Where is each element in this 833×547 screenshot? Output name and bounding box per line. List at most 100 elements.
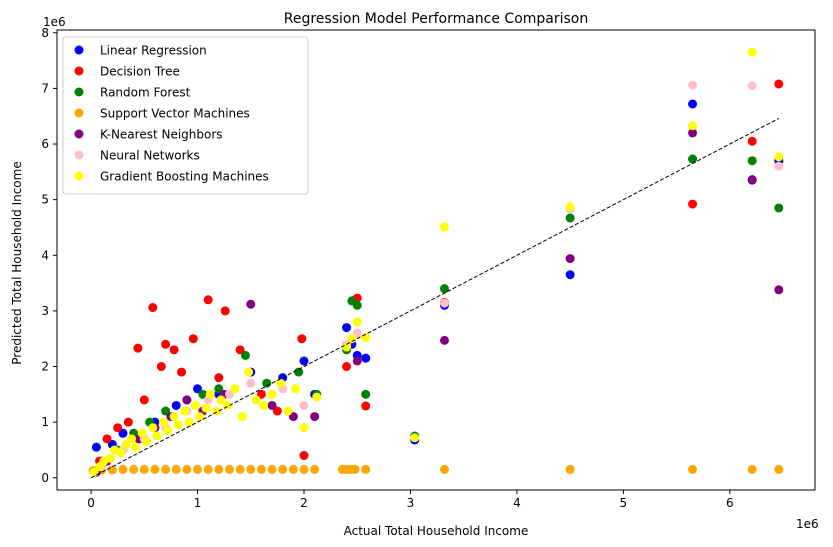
data-point: [774, 285, 784, 295]
data-point: [220, 306, 230, 316]
data-point: [171, 400, 181, 410]
data-point: [290, 384, 300, 394]
data-point: [205, 389, 215, 399]
reference-line: [90, 117, 780, 479]
data-point: [352, 317, 362, 327]
legend-label: Neural Networks: [100, 149, 200, 163]
data-point: [272, 406, 282, 416]
data-point: [299, 464, 309, 474]
data-point: [297, 334, 307, 344]
data-point: [256, 464, 266, 474]
data-point: [150, 464, 160, 474]
data-point: [129, 464, 139, 474]
data-point: [137, 428, 147, 438]
data-point: [747, 464, 757, 474]
data-point: [214, 384, 224, 394]
y-offset-label: 1e6: [43, 15, 66, 29]
data-point: [688, 199, 698, 209]
data-point: [565, 202, 575, 212]
data-point: [774, 152, 784, 162]
data-point: [688, 128, 698, 138]
legend-label: Linear Regression: [100, 44, 207, 58]
data-point: [774, 464, 784, 474]
data-point: [177, 367, 187, 377]
y-tick-label: 8: [41, 26, 49, 40]
data-point: [235, 345, 245, 355]
data-point: [342, 323, 352, 333]
data-point: [440, 284, 450, 294]
data-point: [440, 222, 450, 232]
data-point: [203, 295, 213, 305]
data-point: [156, 362, 166, 372]
data-point: [198, 389, 208, 399]
x-tick-label: 2: [300, 496, 308, 510]
data-point: [283, 406, 293, 416]
y-tick-label: 4: [41, 248, 49, 262]
data-point: [361, 464, 371, 474]
data-point: [747, 156, 757, 166]
data-point: [276, 378, 286, 388]
data-point: [256, 389, 266, 399]
data-point: [244, 367, 254, 377]
data-point: [246, 378, 256, 388]
legend-label: Support Vector Machines: [100, 107, 250, 121]
data-point: [237, 412, 247, 422]
data-points: [88, 47, 784, 477]
y-axis-label: Predicted Total Household Income: [10, 161, 24, 364]
data-point: [161, 464, 171, 474]
data-point: [361, 401, 371, 411]
data-point: [259, 400, 269, 410]
data-point: [688, 464, 698, 474]
data-point: [361, 353, 371, 363]
data-point: [688, 99, 698, 109]
x-tick-label: 6: [726, 496, 734, 510]
data-point: [565, 270, 575, 280]
data-point: [127, 434, 137, 444]
data-point: [118, 464, 128, 474]
data-point: [440, 464, 450, 474]
legend: Linear Regression Decision Tree Random For…: [62, 36, 309, 195]
data-point: [214, 464, 224, 474]
data-point: [747, 81, 757, 91]
data-point: [131, 442, 141, 452]
data-point: [278, 464, 288, 474]
data-point: [688, 154, 698, 164]
data-point: [169, 345, 179, 355]
x-tick-label: 4: [513, 496, 521, 510]
data-point: [91, 442, 101, 452]
legend-label: Random Forest: [100, 86, 191, 100]
legend-marker: [74, 129, 84, 139]
data-point: [565, 464, 575, 474]
data-point: [352, 300, 362, 310]
legend-label: Gradient Boosting Machines: [100, 170, 269, 184]
y-tick-label: 1: [41, 415, 49, 429]
data-point: [139, 464, 149, 474]
data-point: [288, 412, 298, 422]
data-point: [342, 342, 352, 352]
data-point: [312, 392, 322, 402]
legend-marker: [74, 108, 84, 118]
legend-marker: [74, 66, 84, 76]
data-point: [201, 403, 211, 413]
data-point: [173, 420, 183, 430]
plot-area-frame: [56, 29, 816, 491]
x-axis-label: Actual Total Household Income: [344, 524, 529, 538]
data-point: [188, 334, 198, 344]
data-point: [158, 417, 168, 427]
data-point: [299, 356, 309, 366]
data-point: [230, 384, 240, 394]
series-gradient-boosting-machines: [89, 47, 784, 477]
data-point: [123, 417, 133, 427]
data-point: [294, 367, 304, 377]
data-point: [267, 389, 277, 399]
data-point: [235, 464, 245, 474]
data-point: [139, 395, 149, 405]
chart-title: Regression Model Performance Comparison: [284, 11, 589, 27]
reference-line-group: [90, 117, 780, 479]
data-point: [163, 425, 173, 435]
data-point: [116, 448, 126, 458]
y-tick-label: 0: [41, 471, 49, 485]
data-point: [310, 464, 320, 474]
data-point: [410, 433, 420, 443]
